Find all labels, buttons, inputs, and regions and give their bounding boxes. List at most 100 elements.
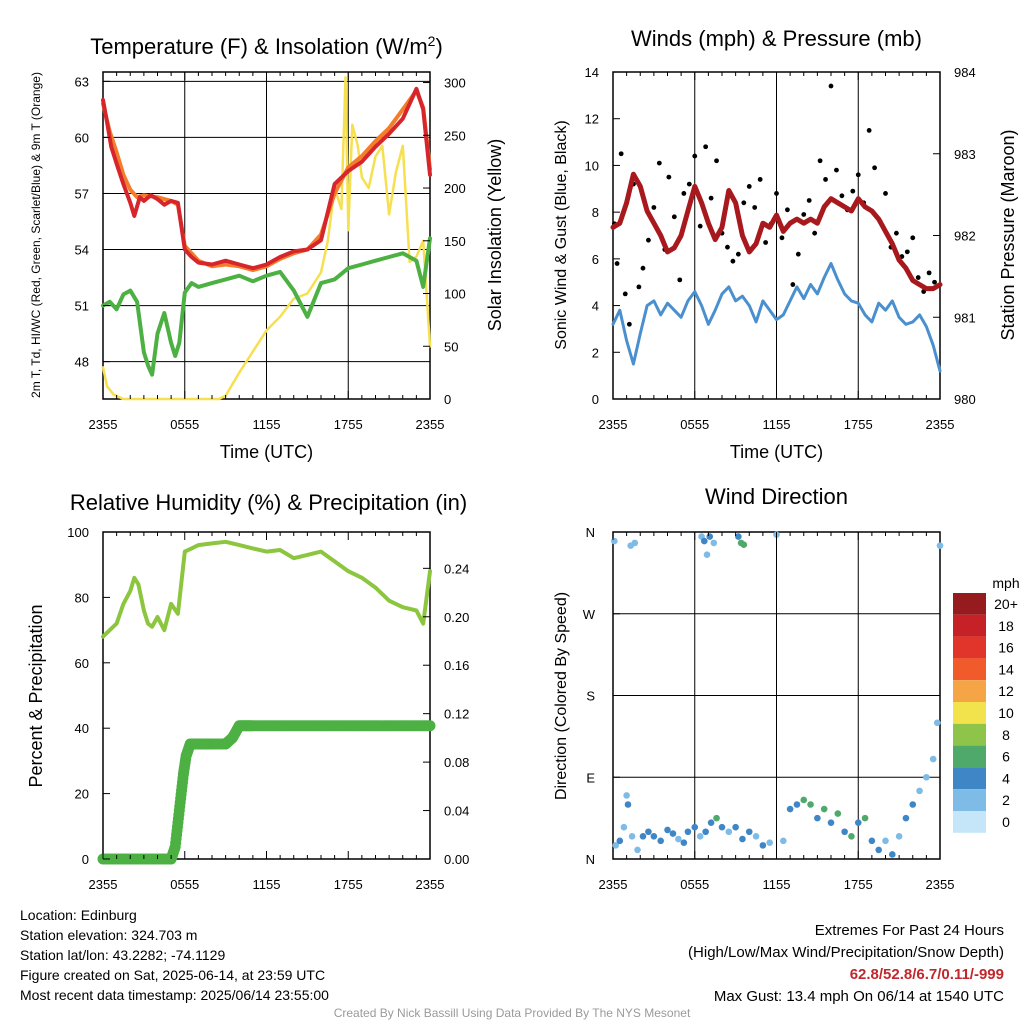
gust-dot <box>692 153 698 159</box>
gust-dot <box>883 191 888 196</box>
legend-swatch <box>953 789 986 811</box>
dewpoint-line <box>101 236 432 377</box>
direction-point <box>780 837 787 845</box>
rh-y2tick-label: 0.12 <box>444 707 469 722</box>
direction-point <box>611 537 618 545</box>
extremes-panel: Extremes For Past 24 Hours (High/Low/Max… <box>688 920 1004 1008</box>
direction-point <box>725 828 733 836</box>
gust-dot <box>656 160 662 166</box>
gust-dot <box>915 275 921 280</box>
direction-point <box>628 832 636 840</box>
station-location: Location: Edinburg <box>20 907 137 923</box>
rh-y2tick-label: 0.16 <box>444 658 469 673</box>
legend-label: 8 <box>1002 727 1010 743</box>
temp-y2tick-label: 150 <box>444 234 466 249</box>
temp-ytick-label: 60 <box>75 130 89 145</box>
direction-point <box>861 814 869 822</box>
direction-point <box>745 828 753 836</box>
wind-xtick-label: 2355 <box>926 417 955 432</box>
direction-point <box>645 828 652 836</box>
gust-dot <box>746 184 752 189</box>
gust-dot <box>752 205 758 210</box>
gust-dot <box>622 291 628 297</box>
rh-xtick-label: 1155 <box>253 877 281 892</box>
legend-label: 12 <box>998 683 1014 699</box>
temp-y2tick-label: 200 <box>444 181 466 196</box>
extremes-values: 62.8/52.8/6.7/0.11/-999 <box>849 966 1004 983</box>
direction-point <box>841 828 848 836</box>
direction-point <box>882 837 889 845</box>
recent-timestamp: Most recent data timestamp: 2025/06/14 2… <box>20 987 329 1003</box>
gust-dot <box>839 193 845 199</box>
credit-line: Created By Nick Bassill Using Data Provi… <box>333 1006 691 1020</box>
direction-point <box>848 832 855 840</box>
direction-ytick-label: S <box>586 689 595 704</box>
direction-xtick-label: 1755 <box>844 877 873 892</box>
direction-point <box>634 846 641 854</box>
wind-y2tick-label: 982 <box>954 229 976 244</box>
gust-dot <box>828 83 834 89</box>
gust-dot <box>703 144 709 150</box>
wind-ytick-label: 10 <box>585 158 599 173</box>
temp-xtick-label: 1155 <box>253 417 281 432</box>
direction-ytick-label: N <box>586 852 595 867</box>
rh-y2tick-label: 0.08 <box>444 755 469 770</box>
direction-point <box>923 773 930 781</box>
temp-2m-line <box>101 86 432 271</box>
rh-y2tick-label: 0.04 <box>444 804 469 819</box>
wind-ytick-label: 2 <box>592 345 599 360</box>
gust-dot <box>834 167 839 173</box>
direction-title: Wind Direction <box>705 484 848 509</box>
extremes-title: Extremes For Past 24 Hours <box>814 922 1004 939</box>
temp-y2tick-label: 50 <box>444 339 458 354</box>
direction-ytick-label: E <box>586 770 595 785</box>
gust-dot <box>681 191 687 196</box>
temp-ylabel: 2m T, Td, HI/WC (Red, Green, Scarlet/Blu… <box>29 72 43 398</box>
rh-ylabel: Percent & Precipitation <box>26 604 46 787</box>
gust-dot <box>666 174 672 180</box>
direction-point <box>718 823 726 831</box>
legend-swatch <box>953 593 986 615</box>
extremes-subtitle: (High/Low/Max Wind/Precipitation/Snow De… <box>688 944 1004 961</box>
direction-point <box>612 842 620 849</box>
gust-dot <box>730 258 736 264</box>
temp-ytick-label: 63 <box>75 74 89 89</box>
wind-xtick-label: 1755 <box>844 417 873 432</box>
direction-point <box>739 835 746 843</box>
temp-y2tick-label: 100 <box>444 287 466 302</box>
gust-dot <box>741 200 747 206</box>
gust-dot <box>708 195 714 201</box>
direction-ytick-label: W <box>583 607 596 622</box>
wind-ytick-label: 8 <box>592 205 599 220</box>
rh-xtick-label: 0555 <box>170 877 199 892</box>
wind-ylabel: Sonic Wind & Gust (Blue, Black) <box>553 120 570 349</box>
gust-dot <box>677 277 683 283</box>
direction-point <box>691 823 699 831</box>
rh-ytick-label: 80 <box>75 590 89 605</box>
rh-title: Relative Humidity (%) & Precipitation (i… <box>70 490 467 515</box>
wind-ytick-label: 6 <box>592 252 599 267</box>
direction-point <box>895 832 903 840</box>
wind-xlabel: Time (UTC) <box>730 442 823 462</box>
station-info: Location: Edinburg Station elevation: 32… <box>20 905 329 1005</box>
station-elevation: Station elevation: 324.703 m <box>20 927 198 943</box>
gust-dot <box>823 177 828 182</box>
temp-title: Temperature (F) & Insolation (W/m2) <box>90 33 443 59</box>
gust-dot <box>850 188 856 194</box>
direction-point <box>929 755 937 763</box>
rh-ytick-label: 20 <box>75 787 89 802</box>
direction-point <box>620 823 628 831</box>
temp-y2label: Solar Insolation (Yellow) <box>485 139 505 331</box>
direction-ytick-label: N <box>586 525 595 540</box>
direction-point <box>616 837 624 845</box>
gust-dot <box>872 165 877 171</box>
rh-frame <box>102 531 431 860</box>
temp-xtick-label: 2355 <box>416 417 445 432</box>
wind-ytick-label: 12 <box>585 112 599 127</box>
legend-label: 0 <box>1002 814 1010 830</box>
rh-y2tick-label: 0.20 <box>444 610 469 625</box>
gust-dot <box>640 265 646 271</box>
temp-ytick-label: 51 <box>75 299 89 314</box>
max-gust: Max Gust: 13.4 mph On 06/14 at 1540 UTC <box>713 988 1004 1005</box>
gust-dot <box>817 158 823 164</box>
